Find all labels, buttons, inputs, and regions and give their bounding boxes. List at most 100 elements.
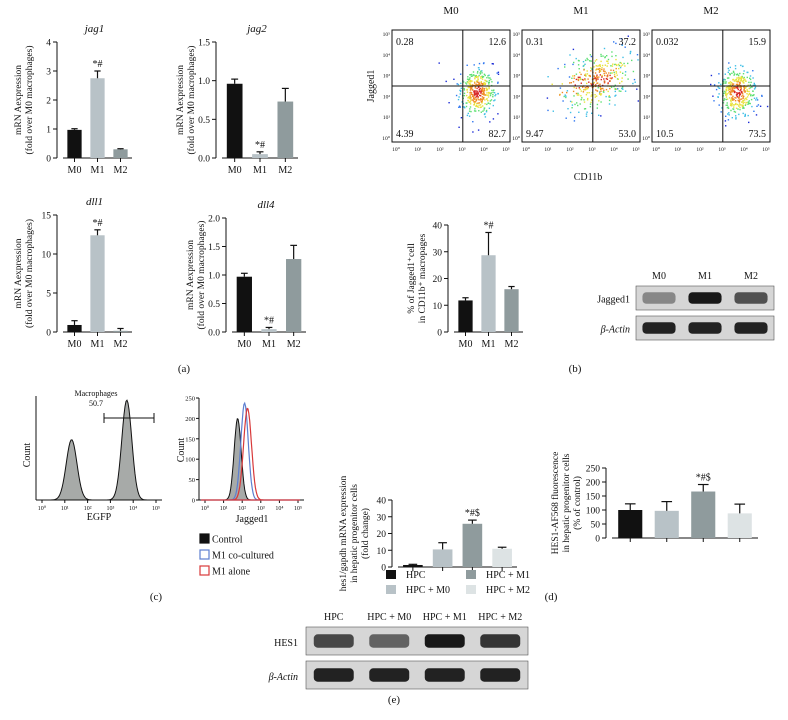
- flow-event: [580, 82, 582, 84]
- flow-event: [481, 72, 483, 74]
- significance-label: *#: [484, 220, 494, 231]
- flow-event: [732, 95, 734, 97]
- flow-event: [473, 104, 476, 106]
- flow-event: [614, 63, 616, 66]
- western-blot-b: M0 M1 M2 Jagged1 β-Actin: [597, 271, 775, 341]
- x-tick-label: 10⁰: [522, 146, 531, 153]
- flow-event: [598, 71, 601, 73]
- flow-event: [723, 92, 725, 94]
- flow-event: [607, 90, 609, 93]
- flow-event: [593, 66, 595, 68]
- flow-event: [746, 96, 749, 98]
- flow-event: [746, 89, 748, 91]
- flow-event: [472, 94, 474, 96]
- legend-swatch: [199, 565, 210, 576]
- lane-label: M1: [698, 271, 712, 282]
- legend-swatch: [386, 570, 396, 579]
- flow-event: [573, 86, 575, 89]
- y-tick-label: 10: [433, 302, 443, 312]
- flow-event: [488, 107, 491, 109]
- legend-swatch: [199, 549, 210, 560]
- flow-event: [608, 72, 610, 74]
- flow-event: [733, 110, 735, 113]
- flow-event: [460, 90, 462, 93]
- y-tick-label: 1.5: [198, 39, 210, 49]
- flow-event: [729, 86, 731, 88]
- flow-event: [742, 104, 744, 106]
- flow-event: [587, 59, 589, 61]
- flow-event: [557, 67, 559, 70]
- flow-event: [472, 84, 474, 87]
- flow-event: [481, 98, 484, 101]
- flow-event: [485, 87, 487, 89]
- flow-event: [733, 80, 735, 82]
- blot-band: [480, 668, 521, 682]
- bar: [504, 289, 519, 332]
- flow-event: [609, 96, 611, 98]
- y-tick-label: 150: [586, 493, 601, 503]
- flow-event: [595, 79, 598, 81]
- flow-event: [576, 102, 578, 104]
- flow-event: [726, 102, 728, 104]
- flow-event: [621, 43, 623, 46]
- row-label: β-Actin: [268, 672, 298, 683]
- flow-event: [735, 118, 737, 120]
- flow-event: [469, 83, 472, 86]
- flow-event: [483, 89, 486, 92]
- flow-event: [738, 113, 740, 116]
- flow-event: [598, 76, 600, 78]
- flow-event: [752, 94, 754, 96]
- y-axis-label: (fold change): [360, 508, 371, 559]
- flow-event: [607, 58, 610, 61]
- flow-event: [721, 107, 723, 109]
- flow-event: [728, 112, 730, 114]
- flow-event: [476, 104, 478, 107]
- x-tick-label: 10¹: [61, 506, 69, 512]
- flow-event: [735, 115, 737, 117]
- flow-event: [489, 103, 491, 105]
- flow-event: [710, 83, 712, 86]
- x-tick-label: 10⁴: [480, 147, 488, 153]
- flow-event: [619, 61, 621, 64]
- flow-event: [738, 105, 740, 107]
- flow-event: [488, 79, 491, 82]
- flow-event: [477, 76, 479, 78]
- histogram-jagged1: 10⁰ 10¹ 10² 10³ 10⁴ 10⁵ 0 50 100 150 200 250 Count Ja…: [176, 396, 304, 525]
- y-tick-label: 4: [46, 39, 51, 49]
- flow-event: [739, 77, 741, 80]
- flow-event: [610, 65, 612, 67]
- flow-event: [470, 88, 472, 90]
- flow-event: [467, 99, 469, 102]
- flow-event: [727, 71, 729, 73]
- flow-event: [737, 74, 740, 77]
- flow-event: [595, 59, 598, 61]
- x-tick-label: 10⁴: [610, 147, 618, 153]
- y-tick-label: 10⁴: [513, 53, 521, 59]
- y-tick-label: 1.5: [208, 243, 220, 253]
- x-tick-label: M2: [278, 165, 292, 176]
- flow-event: [739, 108, 741, 111]
- flow-event: [730, 99, 732, 102]
- flow-event: [742, 107, 744, 109]
- quadrant-value: 37.2: [619, 37, 637, 48]
- flow-event: [579, 71, 581, 74]
- flow-event: [473, 110, 476, 112]
- flow-event: [468, 80, 470, 82]
- flow-event: [740, 86, 742, 88]
- flow-event: [739, 98, 741, 101]
- flow-event: [493, 92, 496, 94]
- flow-event: [732, 108, 734, 110]
- flow-event: [733, 87, 735, 89]
- flow-event: [618, 90, 620, 92]
- flow-event: [728, 69, 730, 72]
- flow-event: [575, 87, 578, 89]
- flow-event: [599, 74, 601, 76]
- flow-event: [741, 65, 744, 68]
- flow-event: [727, 86, 729, 88]
- flow-event: [614, 88, 617, 90]
- flow-event: [747, 84, 749, 86]
- y-tick-label: 10⁵: [513, 32, 521, 38]
- flow-event: [621, 80, 623, 83]
- flow-event: [726, 93, 728, 95]
